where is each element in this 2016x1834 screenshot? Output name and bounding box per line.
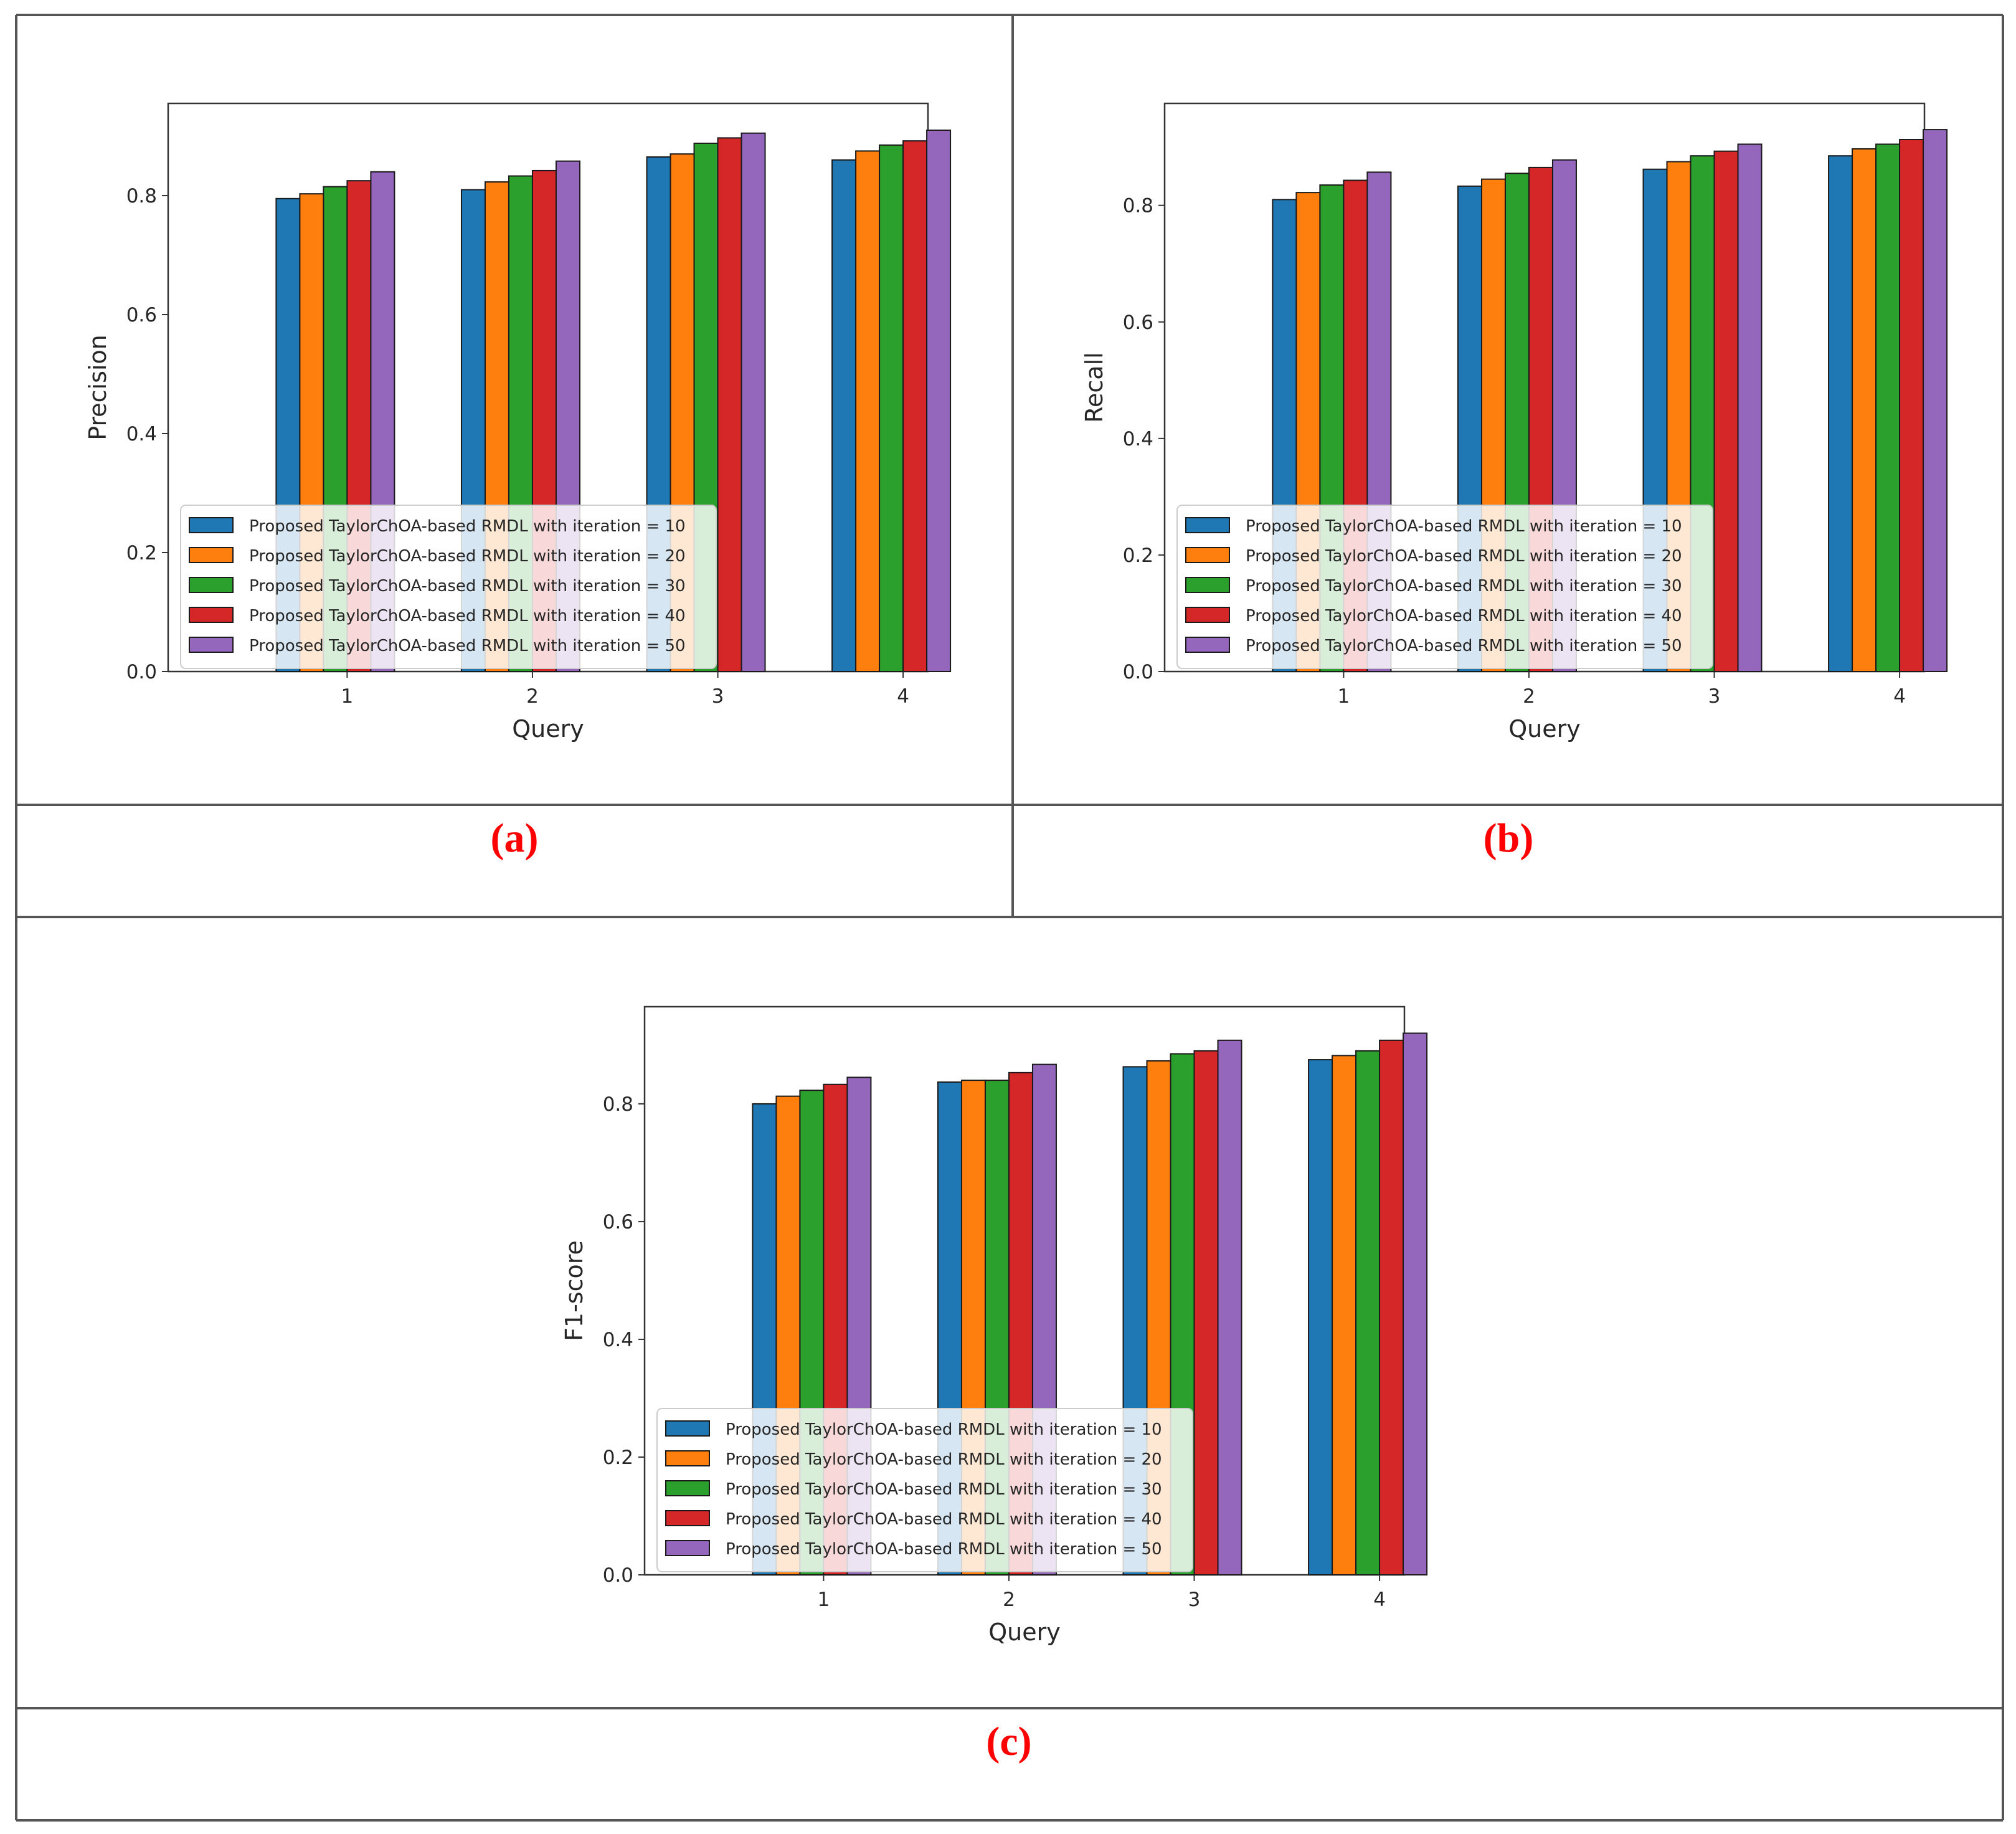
y-tick-label: 0.4 — [1123, 428, 1153, 450]
panel-label-b: (b) — [1483, 815, 1534, 861]
bar — [1923, 129, 1948, 673]
legend: Proposed TaylorChOA-based RMDL with iter… — [1176, 505, 1713, 669]
y-tick-label: 0.0 — [1123, 661, 1153, 683]
bar — [1852, 148, 1877, 672]
legend-box — [1176, 505, 1713, 669]
x-axis-title: Query — [988, 1618, 1060, 1646]
y-tick-label: 0.4 — [126, 423, 157, 445]
y-tick-label: 0.2 — [603, 1447, 633, 1469]
legend-swatch — [1185, 517, 1230, 533]
bar — [1737, 143, 1763, 672]
y-tick-label: 0.2 — [1123, 544, 1153, 567]
legend-swatch — [665, 1450, 710, 1466]
legend-label: Proposed TaylorChOA-based RMDL with iter… — [249, 577, 686, 596]
bar — [717, 137, 742, 672]
y-tick-label: 0.8 — [126, 185, 157, 207]
x-tick-label: 4 — [897, 685, 909, 708]
x-tick-label: 1 — [818, 1589, 830, 1611]
x-tick-label: 1 — [341, 685, 354, 708]
bar — [902, 140, 928, 673]
legend: Proposed TaylorChOA-based RMDL with iter… — [180, 505, 717, 669]
x-axis-title: Query — [1508, 715, 1580, 743]
x-tick-label: 4 — [1893, 685, 1906, 708]
bar — [1899, 138, 1924, 673]
x-tick-label: 2 — [1003, 1589, 1015, 1611]
x-tick-label: 3 — [1188, 1589, 1201, 1611]
legend-swatch — [1185, 607, 1230, 623]
bar — [1828, 155, 1853, 672]
legend-label: Proposed TaylorChOA-based RMDL with iter… — [726, 1450, 1162, 1469]
x-tick-label: 4 — [1373, 1589, 1386, 1611]
legend-swatch — [189, 577, 234, 593]
legend-label: Proposed TaylorChOA-based RMDL with iter… — [1246, 547, 1682, 566]
bar — [1875, 143, 1901, 672]
legend-label: Proposed TaylorChOA-based RMDL with iter… — [1246, 577, 1682, 596]
panel-label-a: (a) — [490, 815, 539, 861]
legend-label: Proposed TaylorChOA-based RMDL with iter… — [1246, 637, 1682, 655]
legend-swatch — [665, 1420, 710, 1437]
y-axis-title: F1-score — [561, 1240, 588, 1341]
x-tick-label: 2 — [526, 685, 539, 708]
bar — [831, 159, 857, 672]
legend: Proposed TaylorChOA-based RMDL with iter… — [656, 1408, 1193, 1572]
recall-chart: 0.0 0.2 0.4 0.6 0.8 1 2 3 4 Query Recall Proposed T… — [1081, 102, 1948, 743]
legend-label: Proposed TaylorChOA-based RMDL with iter… — [249, 547, 686, 566]
y-tick-label: 0.6 — [126, 304, 157, 326]
legend-label: Proposed TaylorChOA-based RMDL with iter… — [726, 1420, 1162, 1439]
x-tick-label: 1 — [1338, 685, 1350, 708]
y-tick-label: 0.6 — [603, 1211, 633, 1233]
x-tick-label: 3 — [1708, 685, 1721, 708]
legend-swatch — [665, 1510, 710, 1526]
y-axis-title: Recall — [1081, 352, 1108, 422]
bar — [855, 150, 881, 673]
bar — [1379, 1039, 1404, 1575]
x-tick-label: 3 — [712, 685, 724, 708]
legend-swatch — [189, 517, 234, 533]
legend-label: Proposed TaylorChOA-based RMDL with iter… — [1246, 607, 1682, 625]
x-tick-label: 2 — [1523, 685, 1535, 708]
y-tick-label: 0.8 — [1123, 195, 1153, 217]
bar — [1403, 1032, 1428, 1575]
bar — [741, 132, 766, 672]
panel-label-c: (c) — [986, 1719, 1032, 1764]
bar — [926, 129, 952, 673]
legend-label: Proposed TaylorChOA-based RMDL with iter… — [249, 637, 686, 655]
legend-label: Proposed TaylorChOA-based RMDL with iter… — [726, 1510, 1162, 1529]
legend-swatch — [189, 547, 234, 563]
legend-swatch — [1185, 637, 1230, 653]
legend-box — [180, 505, 717, 669]
legend-swatch — [1185, 547, 1230, 563]
legend-swatch — [189, 637, 234, 653]
legend-swatch — [665, 1540, 710, 1556]
f1-score-chart: 0.0 0.2 0.4 0.6 0.8 1 2 3 4 Query F1-score Proposed… — [561, 1005, 1428, 1646]
x-axis-title: Query — [512, 715, 584, 743]
legend-box — [656, 1408, 1193, 1572]
bar — [1355, 1050, 1381, 1575]
legend-label: Proposed TaylorChOA-based RMDL with iter… — [726, 1480, 1162, 1499]
legend-label: Proposed TaylorChOA-based RMDL with iter… — [1246, 517, 1682, 536]
y-tick-label: 0.0 — [603, 1564, 633, 1587]
y-tick-label: 0.2 — [126, 542, 157, 564]
legend-label: Proposed TaylorChOA-based RMDL with iter… — [249, 517, 686, 536]
y-tick-label: 0.0 — [126, 661, 157, 683]
bar — [1308, 1059, 1333, 1575]
y-axis-title: Precision — [84, 335, 111, 440]
legend-label: Proposed TaylorChOA-based RMDL with iter… — [726, 1540, 1162, 1559]
bar — [1217, 1039, 1242, 1575]
legend-swatch — [1185, 577, 1230, 593]
y-tick-label: 0.4 — [603, 1329, 633, 1351]
bar — [1713, 150, 1739, 672]
bar — [1193, 1050, 1219, 1575]
bar — [1332, 1055, 1357, 1575]
precision-chart: 0.0 0.2 0.4 0.6 0.8 1 2 3 4 Query Precision Propose… — [84, 102, 952, 743]
legend-label: Proposed TaylorChOA-based RMDL with iter… — [249, 607, 686, 625]
bar — [879, 144, 904, 673]
legend-swatch — [189, 607, 234, 623]
y-tick-label: 0.6 — [1123, 311, 1153, 334]
y-tick-label: 0.8 — [603, 1093, 633, 1116]
legend-swatch — [665, 1480, 710, 1496]
